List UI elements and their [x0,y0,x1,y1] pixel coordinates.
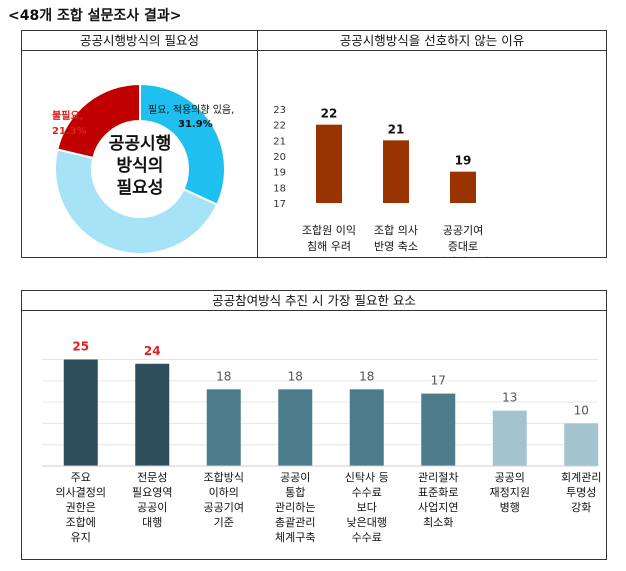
reasons-category-3-line-2: 증대로 [448,240,478,253]
elements-category-5-line-3: 보다 [357,501,377,514]
elements-category-8-line-1: 회계관리 [561,471,601,484]
reasons-panel-title: 공공시행방식을 선호하지 않는 이유 [258,31,606,51]
elements-category-4-line-3: 관리하는 [275,500,315,514]
reasons-category-3-line-3: 사업성 저하 [436,255,490,257]
elements-bar-2 [135,363,170,466]
donut-slice-2 [54,148,219,255]
elements-bar-4 [278,389,313,466]
donut-label-slice-3-name: 불필요, [52,109,83,122]
elements-category-5-line-1: 신탁사 등 [345,471,389,484]
donut-center-label-3: 필요성 [117,178,164,198]
elements-value-1: 25 [72,340,89,354]
elements-category-4-line-2: 통합 [285,486,305,499]
reasons-category-1-line-1: 조합원 이익 [302,224,356,237]
elements-category-3-line-1: 조합방식 [204,471,244,484]
elements-value-7: 13 [502,391,517,405]
reasons-ytick-20: 20 [273,152,286,163]
donut-slice-1 [139,82,226,207]
donut-label-slice-1-value: 31.9% [178,119,213,130]
donut-label-slice-1-name: 필요, 적용의향 있음, [148,104,234,116]
elements-category-1-line-3: 권한은 [66,501,96,514]
elements-bar-1 [63,359,98,466]
reasons-bar-1 [316,124,342,203]
donut-slice-3 [56,82,141,160]
elements-category-7-line-1: 공공의 [495,471,525,484]
reasons-value-2: 21 [388,122,405,136]
elements-category-2-line-3: 공공이 [137,501,167,514]
reasons-ytick-18: 18 [273,183,286,194]
elements-category-2-line-2: 필요영역 [132,486,172,499]
elements-category-3-line-4: 기준 [214,516,234,529]
elements-category-6-line-4: 최소화 [423,516,453,529]
donut-panel-title: 공공시행방식의 필요성 [22,31,257,51]
reasons-ytick-23: 23 [273,105,286,116]
reasons-bar-2 [383,140,409,203]
elements-value-6: 17 [431,374,446,388]
elements-category-3-line-2: 이하의 [209,485,239,499]
reasons-ytick-17: 17 [273,199,286,210]
elements-category-1-line-5: 유지 [71,531,91,544]
elements-bar-5 [349,389,384,466]
reasons-panel: 공공시행방식을 선호하지 않는 이유 17 18 19 20 21 22 23 22 조합원 이… [257,30,607,258]
reasons-value-1: 22 [321,107,338,121]
elements-category-3-line-3: 공공기여 [204,501,244,514]
elements-panel: 공공참여방식 추진 시 가장 필요한 요소 25 주요 의사결정의 권한은 조합에 유지 2… [21,290,607,560]
reasons-ytick-19: 19 [273,168,286,179]
elements-bar-3 [206,389,241,466]
elements-category-7-line-2: 재정지원 [490,486,530,499]
elements-category-8-line-2: 투명성 [566,486,596,499]
elements-category-5-line-4: 낮은대행 [347,516,387,529]
elements-bar-chart: 25주요의사결정의권한은조합에유지24전문성필요영역공공이대행18조합방식이하의… [42,340,601,544]
elements-value-3: 18 [216,369,231,383]
donut-center-label-1: 공공시행 [109,134,172,154]
elements-value-4: 18 [288,369,303,383]
page-title: <48개 조합 설문조사 결과> [8,8,182,24]
elements-category-6-line-2: 표준화로 [418,486,458,499]
elements-category-1-line-2: 의사결정의 [55,486,106,499]
elements-category-4-line-4: 총괄관리 [275,516,315,529]
elements-category-5-line-5: 수수료 [352,531,382,544]
elements-panel-title: 공공참여방식 추진 시 가장 필요한 요소 [22,291,606,311]
elements-category-7-line-3: 병행 [500,501,520,514]
elements-value-2: 24 [144,344,161,358]
donut-label-slice-3-value: 21.3% [52,126,87,137]
elements-value-8: 10 [574,403,589,417]
reasons-category-1-line-2: 침해 우려 [307,239,351,253]
reasons-ytick-22: 22 [273,121,286,132]
elements-category-1-line-4: 조합에 [66,516,96,529]
elements-category-5-line-2: 수수료 [352,486,382,499]
elements-category-1-line-1: 주요 [71,471,91,484]
elements-category-2-line-4: 대행 [142,516,162,529]
elements-bar-8 [564,423,599,466]
elements-category-4-line-1: 공공이 [280,471,310,484]
reasons-bar-3 [450,171,476,203]
elements-category-8-line-3: 강화 [571,501,591,514]
donut-center-label-2: 방식의 [117,156,164,176]
elements-category-4-line-5: 체계구축 [275,531,315,544]
elements-bar-7 [492,410,527,466]
reasons-value-3: 19 [455,154,472,168]
elements-category-6-line-1: 관리절차 [418,471,458,484]
elements-bar-6 [421,393,456,466]
reasons-ytick-21: 21 [273,136,286,147]
reasons-category-2-line-1: 조합 의사 [374,224,418,237]
reasons-category-3-line-1: 공공기여 [443,224,483,237]
elements-category-6-line-3: 사업지연 [418,501,458,514]
elements-category-2-line-1: 전문성 [137,471,167,484]
reasons-category-2-line-2: 반영 축소 [374,240,418,253]
elements-value-5: 18 [359,369,374,383]
